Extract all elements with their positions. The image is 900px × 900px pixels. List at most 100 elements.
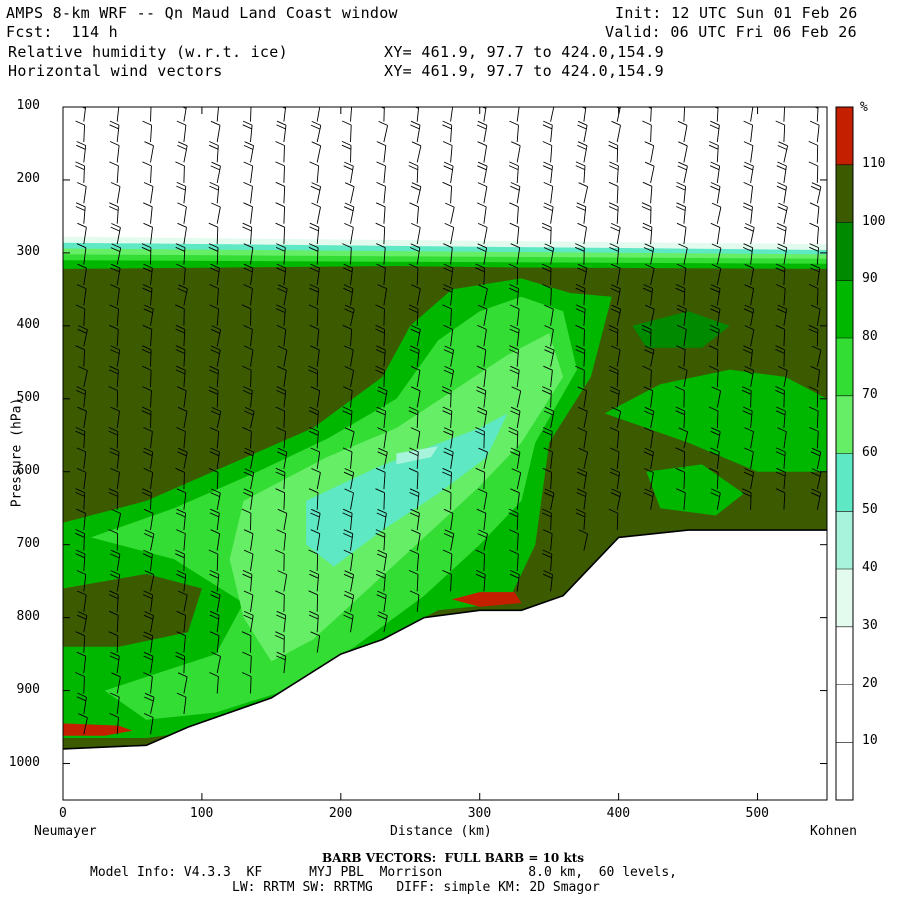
wind-barb-flag [645,304,655,310]
forecast-hour: Fcst: 114 h [6,23,118,41]
wind-barb [250,452,255,469]
y-tick-label: 900 [16,681,40,697]
colorbar-swatch [836,107,853,165]
wind-barb-flag [111,508,121,514]
wind-barb [283,186,286,204]
wind-barb-flag [475,426,485,432]
wind-barb [316,288,320,306]
wind-barb-flag [109,655,120,661]
wind-barb [150,431,153,449]
wind-barb [150,268,153,286]
wind-barb-flag [744,101,753,105]
wind-barb [450,472,452,490]
wind-barb-flag [810,267,820,273]
wind-barb-flag [75,206,86,211]
wind-barb [83,145,87,163]
wind-barb [216,676,219,694]
wind-barb-flag [243,144,254,150]
wind-barb-flag [744,226,754,232]
wind-barb-flag [210,120,221,126]
wind-barb-flag [476,345,486,351]
wind-barb-flag [244,610,254,616]
wind-barb-flag [477,324,487,330]
wind-barb-flag [276,267,286,273]
wind-barb [450,410,453,429]
wind-barb-flag [711,202,722,208]
wind-barb [416,533,421,551]
wind-barb-flag [444,345,454,351]
wind-barb [483,452,488,469]
wind-barb [550,165,553,183]
wind-barb-flag [143,222,153,228]
wind-barb [83,227,87,245]
wind-barb [350,349,354,367]
wind-barb-flag [409,549,419,555]
wind-barb [250,125,253,143]
wind-barb-flag [311,101,320,105]
wind-barb [150,410,152,429]
wind-barb-flag [611,304,621,310]
field-label-rh: Relative humidity (w.r.t. ice) [8,43,288,61]
wind-barb-flag [609,246,619,252]
colorbar-label: 100 [862,213,886,229]
wind-barb [750,107,754,122]
wind-barb [150,615,154,633]
wind-barb [583,107,587,122]
wind-barb [383,594,387,612]
wind-barb [383,329,386,347]
wind-barb [483,166,488,183]
wind-barb-flag [377,508,387,514]
wind-barb [650,472,654,490]
wind-barb [350,309,355,326]
wind-barb-flag [344,468,354,473]
wind-barb-flag [110,101,119,105]
wind-barb [783,186,787,204]
wind-barb-flag [610,263,621,269]
wind-barb [350,431,355,449]
wind-barb-flag [210,410,221,416]
wind-barb [83,411,87,429]
wind-barb-flag [241,631,252,637]
wind-barb-flag [310,124,321,130]
wind-barb-flag [308,590,318,596]
wind-barb-flag [678,161,688,167]
wind-barb [116,656,120,674]
wind-barb [216,349,221,367]
wind-barb [650,431,654,449]
wind-barb-flag [143,427,153,432]
wind-barb-flag [409,202,419,208]
wind-barb [183,656,186,674]
wind-barb-flag [743,141,754,147]
wind-barb [783,431,787,449]
wind-barb-flag [577,468,587,473]
wind-barb-flag [544,349,554,355]
wind-barb-flag [575,324,585,330]
wind-barb-flag [610,287,620,293]
wind-barb [250,492,254,510]
wind-barb-flag [377,284,387,290]
wind-barb [816,227,819,245]
wind-barb [116,349,121,367]
wind-barb-flag [644,447,654,453]
colorbar-label: 10 [862,733,878,749]
wind-barb [216,574,220,592]
wind-barb [583,349,586,367]
colorbar [835,106,854,801]
wind-barb [650,390,654,408]
wind-barb [650,452,655,469]
wind-barb-flag [442,141,453,146]
wind-barb-flag [410,101,419,105]
wind-barb-flag [575,165,585,171]
wind-barb [683,247,688,265]
wind-barb [716,309,721,326]
wind-barb [283,206,286,224]
wind-barb [250,227,253,245]
wind-barb [216,268,220,286]
wind-barb [550,329,554,347]
wind-barb [716,472,719,490]
wind-barb-flag [275,246,286,252]
colorbar-swatch [836,511,853,570]
wind-barb [450,247,453,265]
wind-barb [650,349,655,367]
wind-barb-flag [477,101,486,105]
